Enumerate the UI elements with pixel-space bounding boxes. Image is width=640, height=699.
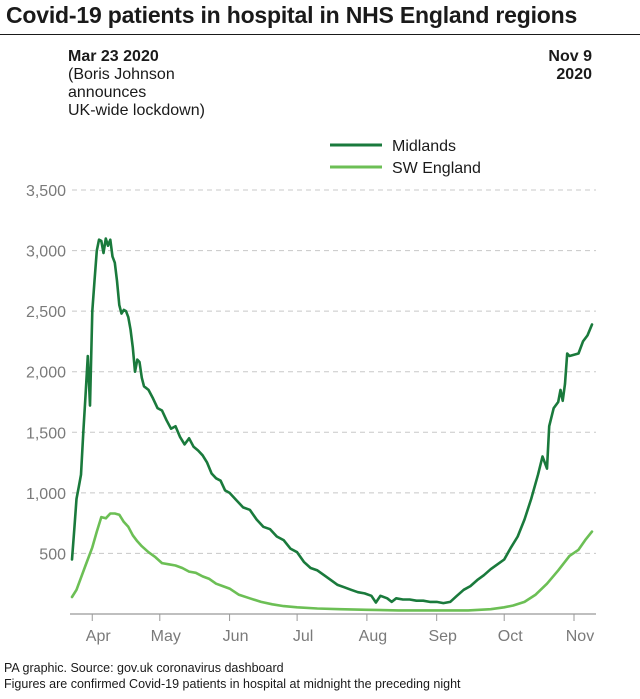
y-axis-ticks: 500 1,000 1,500 2,000 2,500 3,000 3,500: [26, 183, 66, 563]
x-tick-label: May: [151, 628, 181, 645]
annotation-start-line: (Boris Johnson: [68, 66, 175, 83]
annotation-start-date: Mar 23 2020: [68, 48, 159, 65]
x-tick-label: Jun: [223, 628, 249, 645]
series-line-midlands: [70, 237, 594, 605]
annotation-end-line: Nov 9: [548, 48, 592, 65]
x-tick-label: Nov: [566, 628, 594, 645]
annotation-end-line: 2020: [556, 66, 592, 83]
annotation-start-line: UK-wide lockdown): [68, 102, 205, 119]
y-tick-label: 2,500: [26, 304, 66, 321]
y-tick-label: 3,500: [26, 183, 66, 200]
legend-label: SW England: [392, 160, 481, 177]
footnote: Figures are confirmed Covid-19 patients …: [4, 677, 461, 691]
title-rule: [0, 34, 640, 35]
end-date-annotation: Nov 9 2020: [548, 48, 592, 84]
x-tick-label: Oct: [498, 628, 523, 645]
y-tick-label: 2,000: [26, 365, 66, 382]
source-note: PA graphic. Source: gov.uk coronavirus d…: [4, 661, 284, 675]
legend: Midlands SW England: [330, 138, 481, 177]
series-lines: [70, 237, 594, 612]
x-tick-label: Jul: [293, 628, 313, 645]
y-tick-label: 3,000: [26, 244, 66, 261]
x-tick-label: Sep: [428, 628, 457, 645]
gridlines: [72, 189, 596, 554]
x-tick-label: Apr: [86, 628, 112, 645]
annotation-start-line: announces: [68, 84, 147, 101]
x-axis: Apr May Jun Jul Aug Sep Oct Nov: [70, 613, 596, 645]
lockdown-annotation: Mar 23 2020 (Boris Johnson announces UK-…: [68, 48, 205, 120]
y-tick-label: 500: [39, 546, 66, 563]
chart-title: Covid-19 patients in hospital in NHS Eng…: [6, 2, 578, 28]
footer: PA graphic. Source: gov.uk coronavirus d…: [4, 660, 461, 692]
legend-label: Midlands: [392, 138, 456, 155]
y-tick-label: 1,000: [26, 486, 66, 503]
x-tick-label: Aug: [359, 628, 387, 645]
y-tick-label: 1,500: [26, 425, 66, 442]
series-line-sw-england: [70, 512, 594, 612]
